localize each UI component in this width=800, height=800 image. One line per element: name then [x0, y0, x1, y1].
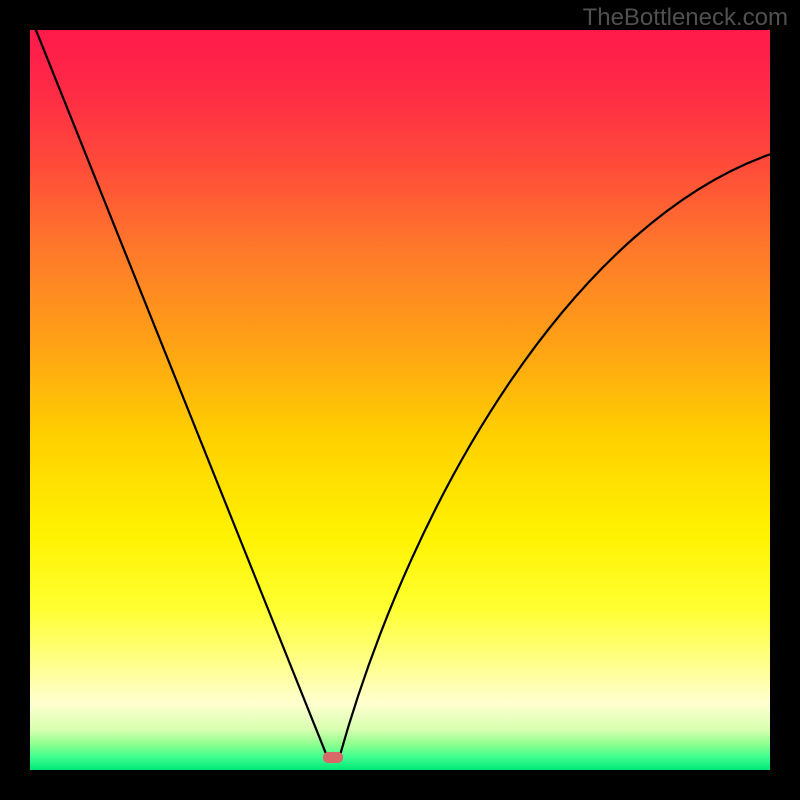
bottleneck-plot — [30, 30, 770, 770]
bottleneck-marker — [323, 752, 343, 763]
plot-background — [30, 30, 770, 770]
watermark-label: TheBottleneck.com — [583, 4, 788, 32]
plot-svg — [30, 30, 770, 770]
